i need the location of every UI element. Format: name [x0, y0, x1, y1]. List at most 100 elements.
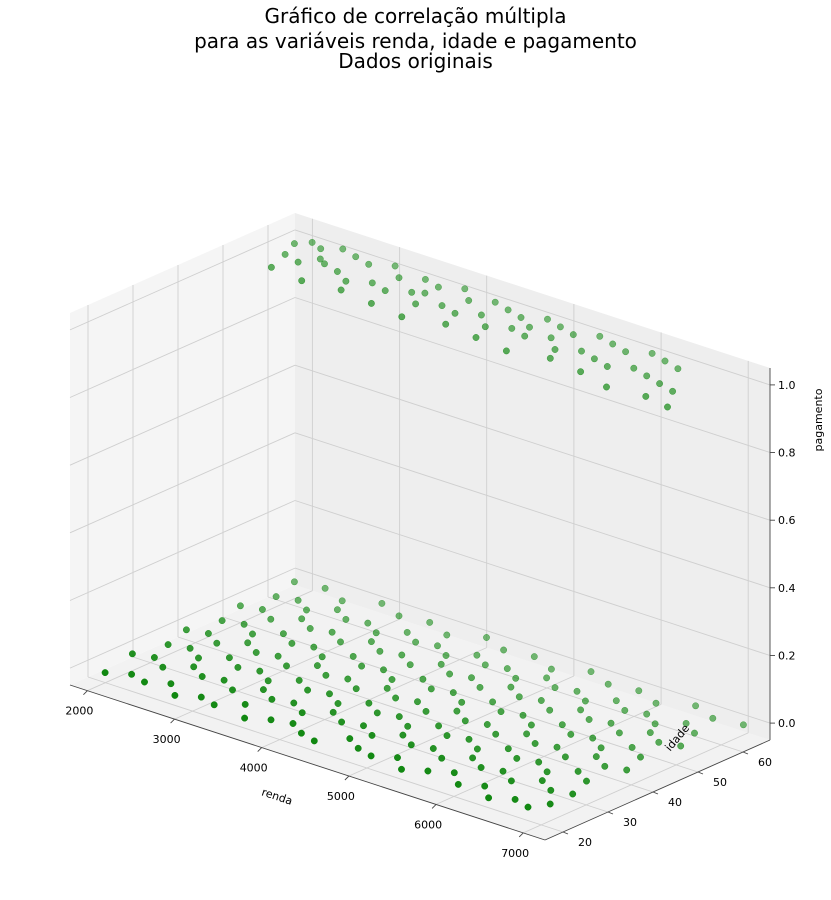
x-tick-label: 4000 — [240, 762, 268, 775]
data-point — [481, 661, 489, 669]
data-point — [326, 690, 333, 698]
data-point — [450, 769, 458, 777]
y-axis-line — [544, 739, 771, 841]
data-point — [329, 708, 337, 716]
data-point — [295, 676, 303, 684]
data-point — [546, 354, 554, 362]
data-point — [388, 676, 396, 683]
data-point — [458, 698, 466, 706]
data-point — [279, 630, 287, 638]
data-point — [274, 652, 282, 660]
x-axis-line — [69, 684, 546, 841]
data-point — [290, 240, 298, 248]
data-point — [380, 666, 387, 674]
data-point — [573, 687, 581, 695]
data-point — [538, 777, 546, 785]
data-point — [443, 732, 451, 740]
data-point — [256, 667, 264, 675]
grid-line-z-left — [69, 567, 296, 669]
data-point — [583, 777, 590, 785]
grid-line-x-floor — [435, 703, 662, 805]
data-point — [449, 689, 457, 697]
data-point — [339, 245, 347, 253]
data-point — [322, 671, 330, 679]
data-point — [530, 653, 538, 661]
data-point — [213, 639, 221, 647]
data-point — [507, 777, 515, 785]
data-point — [437, 660, 445, 668]
data-point — [512, 674, 520, 682]
data-point — [642, 392, 650, 400]
data-point — [544, 315, 551, 323]
back-pane — [295, 213, 770, 740]
grid-line-x-floor — [87, 590, 313, 692]
data-point — [150, 654, 158, 661]
grid-line-y-floor — [87, 676, 564, 833]
data-point — [317, 245, 325, 253]
data-point — [294, 596, 302, 604]
data-point — [635, 687, 643, 695]
data-point — [352, 685, 360, 693]
data-point — [677, 742, 685, 750]
data-point — [252, 649, 260, 656]
data-point — [468, 674, 475, 682]
data-point — [648, 349, 656, 357]
scatter-points — [101, 238, 747, 811]
data-point — [367, 752, 375, 760]
data-point — [546, 800, 554, 808]
data-point — [334, 700, 342, 707]
data-point — [159, 663, 167, 671]
data-point — [465, 297, 473, 304]
data-point — [476, 683, 484, 691]
data-point — [412, 300, 420, 308]
data-point — [527, 721, 535, 729]
data-point — [197, 693, 205, 701]
data-point — [414, 698, 421, 706]
data-point — [477, 764, 485, 771]
data-point — [367, 299, 375, 307]
data-point — [383, 684, 391, 692]
data-point — [398, 765, 405, 773]
data-point — [581, 697, 589, 705]
data-point — [485, 794, 493, 802]
data-point — [171, 691, 179, 699]
data-point — [492, 730, 500, 738]
data-point — [352, 253, 360, 261]
data-point — [497, 708, 505, 716]
z-tick-label: 0.2 — [778, 650, 796, 663]
data-point — [578, 347, 585, 355]
x-tick-label: 6000 — [414, 818, 442, 831]
data-point — [622, 348, 630, 356]
data-point — [281, 250, 289, 258]
data-point — [395, 274, 403, 282]
data-point — [643, 710, 651, 718]
data-point — [692, 702, 700, 710]
data-point — [294, 258, 302, 266]
data-point — [655, 738, 663, 746]
data-point — [354, 744, 362, 752]
data-point — [664, 403, 671, 411]
data-point — [435, 722, 443, 730]
data-point — [408, 288, 416, 296]
chart-title-line-2: para as variáveis renda, idade e pagamen… — [194, 29, 637, 53]
data-point — [234, 663, 242, 671]
data-point — [590, 355, 598, 363]
data-point — [526, 323, 533, 331]
data-point — [398, 651, 406, 659]
axis-lines — [69, 368, 771, 841]
data-point — [241, 714, 249, 722]
y-tick-mark — [697, 771, 704, 775]
data-point — [229, 686, 236, 694]
data-point — [465, 735, 473, 743]
data-point — [682, 719, 690, 727]
data-point — [656, 380, 664, 388]
data-point — [289, 720, 297, 727]
data-point — [537, 697, 545, 704]
data-point — [429, 745, 437, 752]
data-point — [167, 680, 175, 688]
data-point — [303, 606, 310, 614]
data-point — [290, 699, 298, 707]
data-point — [585, 716, 593, 723]
data-point — [225, 654, 233, 662]
data-point — [612, 697, 620, 705]
